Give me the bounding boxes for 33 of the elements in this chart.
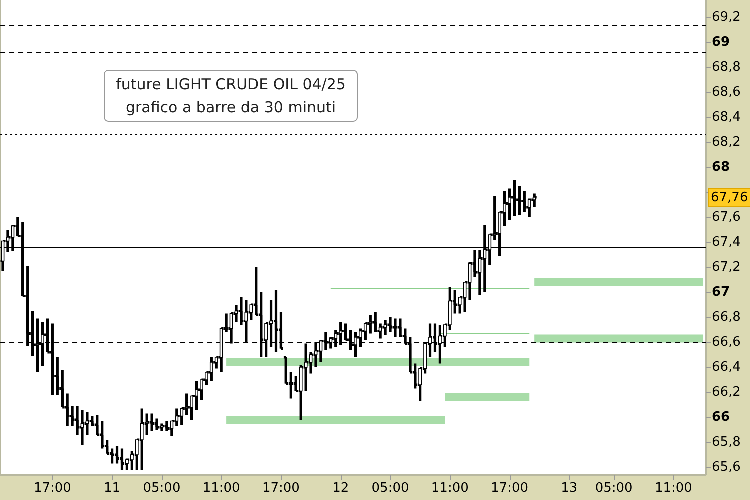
y-tick-label: 66 (712, 410, 730, 425)
y-tick-label: 67,2 (712, 260, 741, 275)
x-tick-label: 11 (104, 481, 121, 496)
y-tick-label: 67 (712, 285, 730, 300)
x-tick-label: 11:00 (202, 481, 240, 496)
x-tick-label: 05:00 (372, 481, 410, 496)
x-tick-label: 17:00 (491, 481, 528, 496)
y-tick-label: 65,8 (712, 435, 741, 450)
x-tick-label: 11:00 (654, 481, 692, 496)
x-tick-label: 12 (332, 481, 350, 496)
x-tick-label: 13 (561, 481, 578, 496)
y-tick-label: 66,8 (712, 310, 741, 325)
x-tick-label: 05:00 (143, 481, 181, 496)
y-tick-label: 68,4 (712, 110, 741, 125)
y-tick-label: 65,6 (712, 460, 741, 475)
x-tick-label: 17:00 (262, 481, 300, 496)
y-tick-label: 68,6 (712, 85, 741, 100)
x-tick-label: 11:00 (431, 481, 469, 496)
y-tick-label: 66,2 (712, 385, 741, 400)
y-tick-label: 68,2 (712, 135, 741, 150)
y-tick-label: 68,8 (712, 60, 741, 75)
y-tick-label: 69,2 (712, 10, 741, 25)
text: grafico a barre da 30 minuti (126, 98, 336, 116)
x-tick-label: 05:00 (595, 481, 633, 496)
y-tick-label: 67,6 (712, 210, 741, 225)
annotation: 67,76 (711, 190, 748, 206)
text: future LIGHT CRUDE OIL 04/25 (116, 76, 346, 94)
y-tick-label: 67,4 (712, 235, 741, 250)
y-tick-label: 66,6 (712, 335, 741, 350)
y-tick-label: 69 (712, 35, 730, 50)
y-tick-label: 68 (712, 160, 730, 175)
y-tick-label: 66,4 (712, 360, 741, 375)
x-tick-label: 17:00 (34, 481, 72, 496)
